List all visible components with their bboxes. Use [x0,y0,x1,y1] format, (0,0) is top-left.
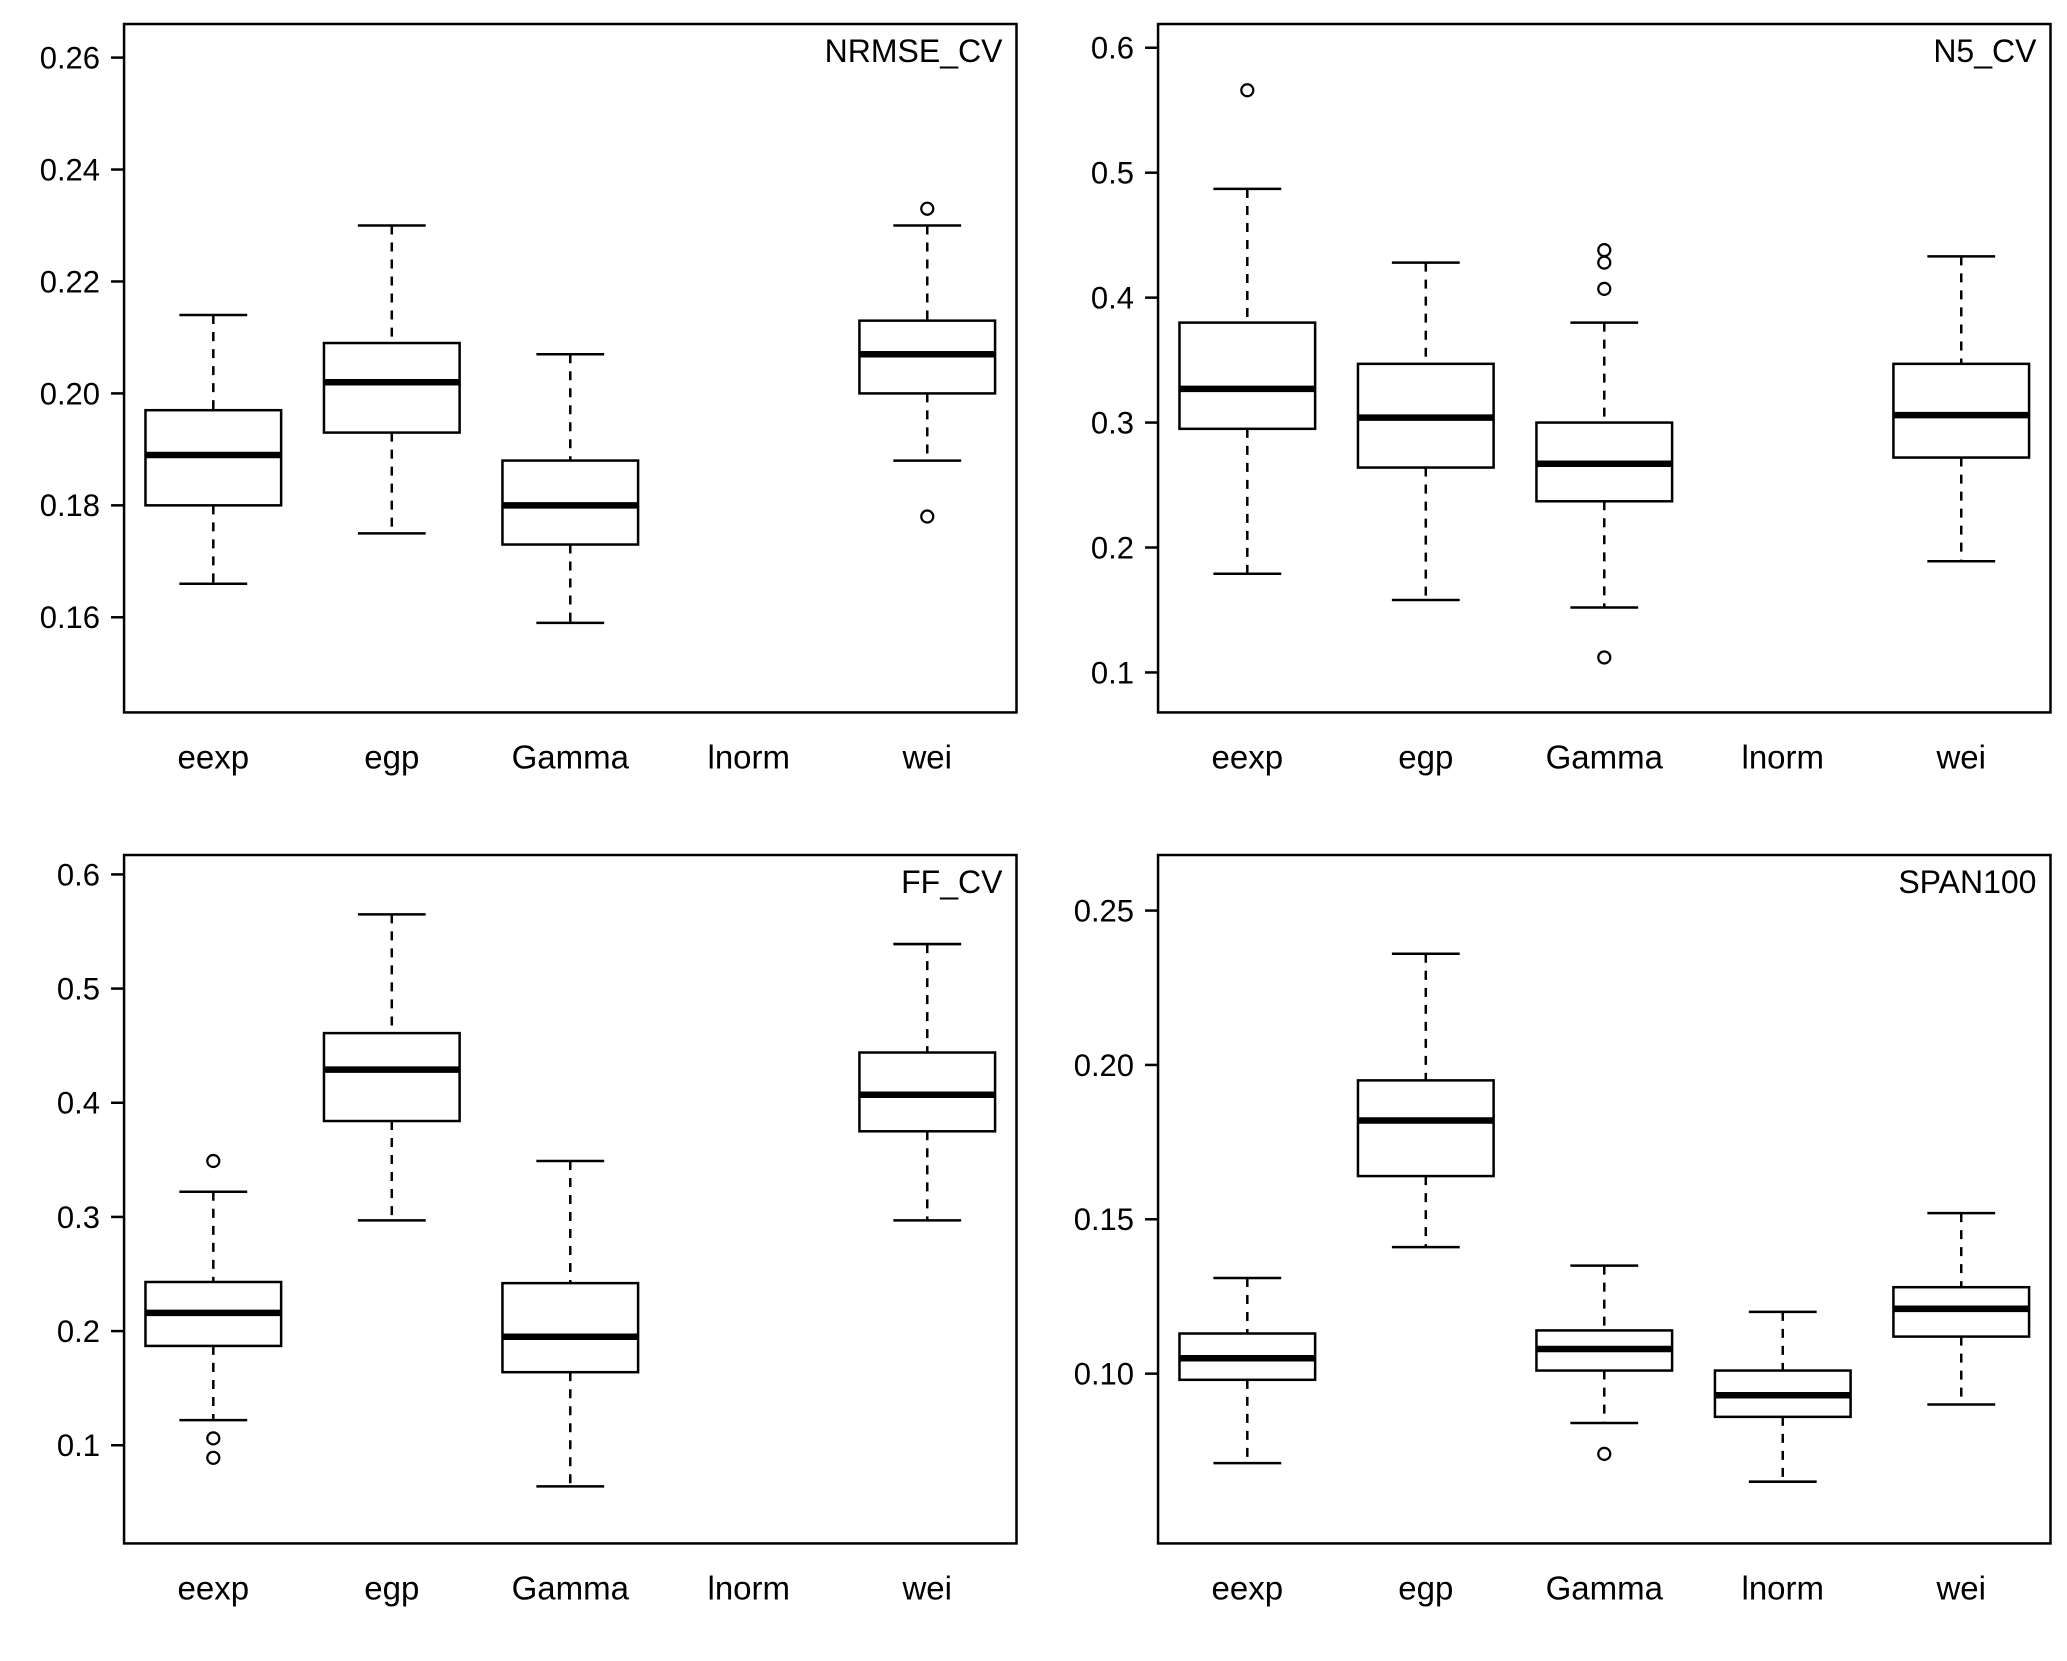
x-axis-category-label: wei [901,738,952,775]
panel-title: NRMSE_CV [825,33,1003,69]
x-axis-category-label: egp [1398,1569,1453,1606]
outlier-point [1596,650,1611,665]
boxplot-wei [1891,255,2030,563]
x-axis-category-label: Gamma [1545,738,1663,775]
iqr-box [501,1281,640,1373]
boxplot-eexp [1177,1276,1316,1464]
iqr-box [1356,1078,1495,1177]
x-axis-category-label: Gamma [1545,1569,1663,1606]
x-axis-category-label: eexp [1211,1569,1283,1606]
boxplot-eexp [144,313,283,585]
iqr-box [1177,321,1316,431]
panel-ff-cv: 0.1 0.2 0.3 0.4 0.5 0.6 eexp egp Gamma lnorm wei FF… [57,853,1018,1606]
y-axis-tick-label: 0.4 [57,1085,100,1120]
x-axis-category-label: eexp [178,1569,250,1606]
boxplot-egp [322,224,461,535]
boxplot-egp [1356,261,1495,602]
y-axis-tick-label: 0.26 [40,40,100,75]
y-axis-tick-label: 0.5 [1090,156,1133,191]
x-axis-category-label: lnorm [707,738,790,775]
y-axis-tick-label: 0.20 [1073,1047,1133,1082]
x-axis-category-label: Gamma [512,1569,630,1606]
outlier-point [1596,281,1611,296]
y-axis-tick-label: 0.18 [40,488,100,523]
outlier-point [206,1430,221,1446]
boxplot-Gamma [1534,243,1673,665]
y-axis-tick-label: 0.3 [57,1199,100,1234]
outlier-point [206,1153,221,1168]
x-axis-category-label: egp [1398,738,1453,775]
y-axis-tick-label: 0.2 [1090,530,1133,565]
y-axis-tick-label: 0.2 [57,1313,100,1348]
outlier-point [206,1450,221,1465]
outlier-point [1596,243,1611,258]
y-axis-tick-label: 0.5 [57,971,100,1006]
y-axis-tick-label: 0.1 [57,1428,100,1463]
boxplot-lnorm [1713,1310,1852,1483]
y-axis-tick-label: 0.20 [40,376,100,411]
x-axis-category-label: Gamma [512,738,630,775]
outlier-point [920,201,935,216]
y-axis-tick-label: 0.24 [40,152,100,187]
x-axis-category-label: lnorm [707,1569,790,1606]
y-axis-tick-label: 0.4 [1090,280,1133,315]
x-axis-category-label: egp [364,1569,419,1606]
iqr-box [322,1031,461,1122]
x-axis-category-label: lnorm [1741,738,1824,775]
boxplot-wei [858,942,997,1222]
x-axis-category-label: eexp [1211,738,1283,775]
boxplot-wei [1891,1211,2030,1406]
outlier-point [920,509,935,524]
y-axis-tick-label: 0.6 [1090,31,1133,66]
plot-border [1156,22,2052,714]
y-axis-tick-label: 0.22 [40,264,100,299]
panel-title: SPAN100 [1898,864,2036,900]
plot-border [122,22,1018,714]
boxplot-eexp [144,1153,283,1465]
boxplot-egp [322,912,461,1222]
boxplot-Gamma [501,352,640,625]
panel-title: FF_CV [901,864,1003,900]
y-axis-tick-label: 0.6 [57,857,100,892]
panel-title: N5_CV [1933,33,2037,69]
outlier-point [1239,83,1254,98]
y-axis-tick-label: 0.3 [1090,405,1133,440]
boxplot-Gamma [1534,1263,1673,1461]
plot-border [122,853,1018,1545]
x-axis-category-label: egp [364,738,419,775]
x-axis-category-label: wei [901,1569,952,1606]
y-axis-tick-label: 0.10 [1073,1356,1133,1391]
outlier-point [1596,255,1611,270]
boxplot-wei [858,201,997,524]
boxplot-egp [1356,952,1495,1248]
panel-nrmse-cv: 0.16 0.18 0.20 0.22 0.24 0.26 eexp egp Gamma lnor… [40,22,1018,775]
x-axis-category-label: wei [1935,738,1986,775]
panel-n5-cv: 0.1 0.2 0.3 0.4 0.5 0.6 eexp egp Gamma lnorm wei N5… [1090,22,2052,775]
x-axis-category-label: lnorm [1741,1569,1824,1606]
y-axis-tick-label: 0.16 [40,600,100,635]
y-axis-tick-label: 0.1 [1090,655,1133,690]
y-axis-tick-label: 0.25 [1073,893,1133,928]
iqr-box [322,341,461,434]
x-axis-category-label: eexp [178,738,250,775]
panel-span100: 0.10 0.15 0.20 0.25 eexp egp Gamma lnorm wei SPAN… [1073,853,2052,1606]
x-axis-category-label: wei [1935,1569,1986,1606]
plot-border [1156,853,2052,1545]
boxplot-eexp [1177,83,1316,575]
boxplot-Gamma [501,1159,640,1488]
y-axis-tick-label: 0.15 [1073,1202,1133,1237]
outlier-point [1596,1446,1611,1461]
iqr-box [1891,362,2030,459]
